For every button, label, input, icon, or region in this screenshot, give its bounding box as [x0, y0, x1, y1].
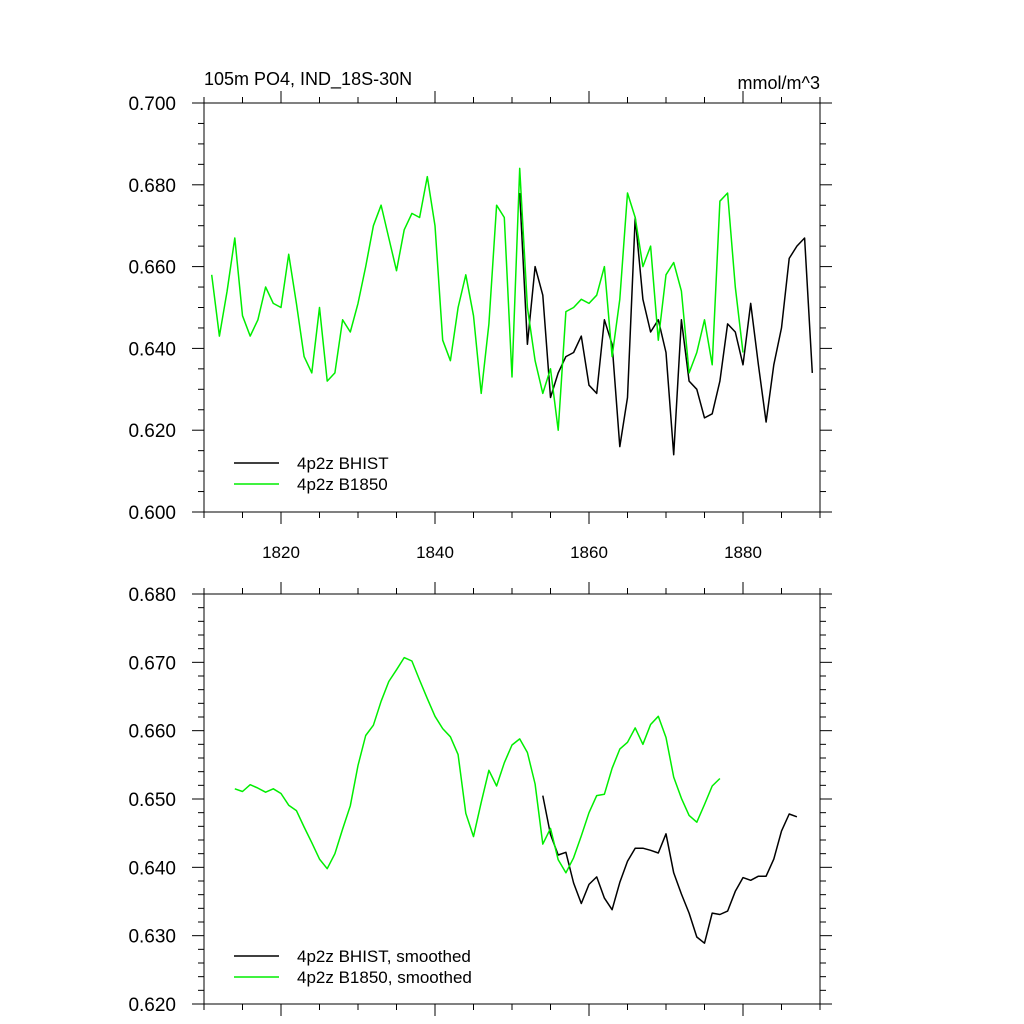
chart-title: 105m PO4, IND_18S-30N: [204, 69, 412, 90]
y-tick-label: 0.660: [128, 258, 176, 279]
units-label: mmol/m^3: [738, 73, 820, 93]
legend-label: 4p2z BHIST: [297, 454, 389, 473]
y-tick-label: 0.650: [128, 790, 176, 811]
legend-label: 4p2z B1850, smoothed: [297, 968, 472, 987]
y-tick-label: 0.640: [128, 858, 176, 879]
series-line-b1850: [234, 656, 721, 874]
y-tick-label: 0.700: [128, 94, 176, 115]
y-tick-label: 0.600: [128, 503, 176, 524]
series-line-bhist: [542, 795, 798, 944]
series-line-bhist: [518, 192, 814, 456]
y-tick-label: 0.630: [128, 927, 176, 948]
plot-frame-2: [203, 593, 821, 1005]
y-tick-label: 0.680: [128, 176, 176, 197]
x-tick-label: 1820: [262, 543, 300, 562]
legend-label: 4p2z BHIST, smoothed: [297, 947, 471, 966]
x-tick-label: 1840: [416, 543, 454, 562]
series-line-b1850: [210, 167, 744, 431]
x-tick-label: 1880: [724, 543, 762, 562]
legend-label: 4p2z B1850: [297, 475, 388, 494]
x-tick-label: 1860: [570, 543, 608, 562]
y-tick-label: 0.670: [128, 653, 176, 674]
y-tick-label: 0.680: [128, 585, 176, 606]
y-tick-label: 0.660: [128, 722, 176, 743]
y-tick-label: 0.620: [128, 995, 176, 1016]
y-tick-label: 0.640: [128, 339, 176, 360]
y-tick-label: 0.620: [128, 421, 176, 442]
